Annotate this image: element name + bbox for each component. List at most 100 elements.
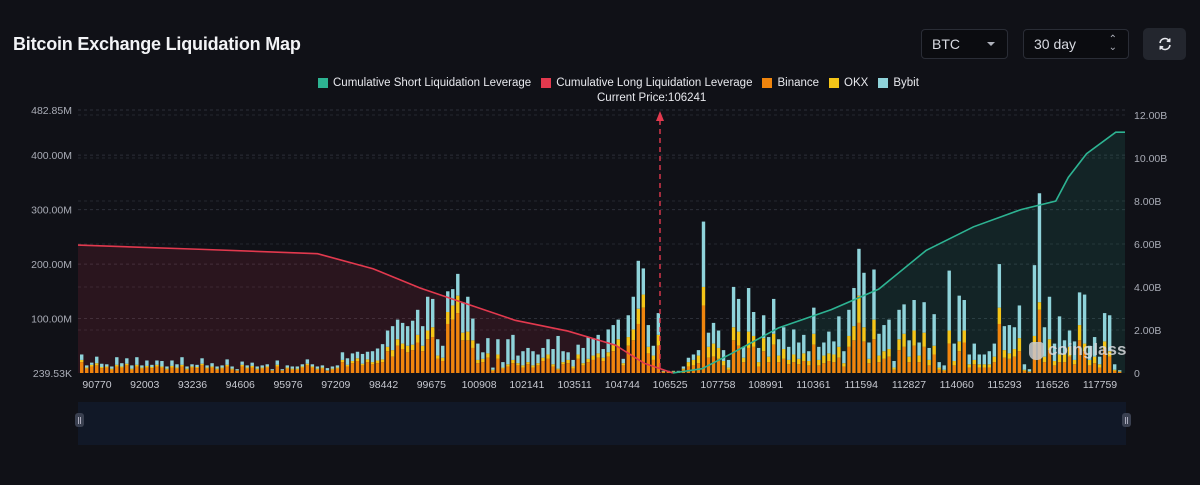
- bar-bybit: [130, 365, 134, 369]
- bar-okx: [360, 363, 365, 366]
- bar-okx: [310, 366, 315, 368]
- bar-okx: [481, 358, 485, 363]
- bar-okx: [706, 346, 711, 358]
- bar-binance: [461, 340, 465, 373]
- bar-okx: [972, 359, 976, 365]
- bar-binance: [847, 346, 851, 373]
- legend-item-binance[interactable]: Binance: [762, 77, 819, 89]
- bar-okx: [636, 308, 641, 324]
- bar-okx: [195, 367, 199, 369]
- bar-bybit: [340, 352, 345, 360]
- bar-binance: [80, 362, 84, 373]
- x-tick-label: 97209: [321, 379, 350, 391]
- bar-okx: [761, 338, 766, 352]
- bar-okx: [942, 369, 946, 371]
- bar-binance: [315, 369, 320, 373]
- slider-handle-right[interactable]: [1122, 413, 1131, 427]
- bar-okx: [1022, 369, 1027, 371]
- bar-binance: [260, 368, 264, 373]
- bar-bybit: [195, 364, 199, 368]
- bar-bybit: [987, 351, 992, 365]
- bar-bybit: [85, 365, 89, 368]
- bar-okx: [370, 362, 375, 365]
- bar-binance: [491, 370, 495, 373]
- bar-okx: [80, 359, 84, 363]
- bar-binance: [225, 366, 229, 373]
- bar-okx: [992, 356, 997, 363]
- bar-okx: [130, 368, 134, 370]
- bar-bybit: [842, 351, 846, 364]
- bar-binance: [471, 347, 475, 373]
- chevron-down-icon: [987, 42, 995, 46]
- bar-bybit: [125, 358, 129, 364]
- bar-bybit: [155, 360, 159, 365]
- bar-binance: [501, 368, 505, 373]
- bar-bybit: [250, 362, 254, 366]
- bar-bybit: [255, 366, 259, 369]
- bar-bybit: [927, 347, 931, 360]
- bar-bybit: [947, 270, 951, 331]
- bar-bybit: [1082, 294, 1087, 344]
- legend-item-long[interactable]: Cumulative Long Liquidation Leverage: [541, 77, 752, 89]
- bar-okx: [817, 359, 821, 366]
- legend-item-okx[interactable]: OKX: [829, 77, 868, 89]
- bar-binance: [255, 369, 259, 373]
- bar-binance: [415, 342, 420, 373]
- bar-bybit: [736, 298, 741, 332]
- bar-okx: [436, 355, 440, 359]
- x-tick-label: 99675: [417, 379, 446, 391]
- coin-select[interactable]: BTC: [921, 29, 1008, 59]
- bar-binance: [601, 361, 605, 373]
- bar-binance: [892, 369, 896, 373]
- bar-okx: [466, 331, 470, 341]
- bar-bybit: [571, 359, 575, 367]
- bar-okx: [842, 363, 846, 367]
- bar-okx: [601, 357, 605, 362]
- bar-bybit: [145, 360, 149, 366]
- refresh-button[interactable]: [1143, 28, 1186, 60]
- bar-binance: [436, 358, 440, 373]
- legend-swatch-bybit: [878, 78, 889, 88]
- range-slider[interactable]: [78, 402, 1126, 445]
- bar-binance: [711, 356, 716, 373]
- bar-binance: [706, 357, 711, 373]
- bar-okx: [952, 361, 956, 366]
- bar-okx: [982, 364, 987, 368]
- bar-binance: [185, 369, 189, 373]
- page-title: Bitcoin Exchange Liquidation Map: [13, 34, 301, 54]
- bar-binance: [310, 367, 315, 373]
- bar-okx: [461, 332, 465, 341]
- bar-binance: [566, 363, 570, 373]
- bar-bybit: [370, 351, 375, 363]
- bar-okx: [160, 366, 164, 368]
- bar-okx: [957, 341, 961, 352]
- range-select[interactable]: 30 day ⌃ ⌄: [1023, 29, 1129, 59]
- bar-binance: [626, 345, 630, 373]
- bar-bybit: [360, 353, 365, 364]
- bar-okx: [501, 367, 505, 369]
- bar-binance: [476, 363, 480, 373]
- bar-okx: [827, 353, 831, 362]
- legend-item-short[interactable]: Cumulative Short Liquidation Leverage: [318, 77, 531, 89]
- bar-bybit: [270, 369, 274, 371]
- bar-binance: [220, 368, 224, 373]
- bar-binance: [115, 366, 119, 373]
- bar-bybit: [1032, 265, 1037, 336]
- bar-okx: [275, 364, 279, 367]
- bar-binance: [245, 368, 249, 373]
- slider-handle-left[interactable]: [75, 413, 84, 427]
- x-tick-label: 104744: [605, 379, 640, 391]
- y-right-tick-label: 8.00B: [1134, 196, 1161, 208]
- bar-bybit: [997, 264, 1002, 308]
- legend-label: Binance: [777, 77, 820, 89]
- bar-okx: [897, 339, 901, 351]
- bar-okx: [220, 367, 224, 369]
- bar-binance: [451, 319, 455, 373]
- bar-bybit: [395, 319, 400, 340]
- bar-binance: [325, 370, 330, 373]
- bar-okx: [1027, 371, 1032, 372]
- bar-binance: [1117, 371, 1122, 373]
- bar-binance: [486, 357, 490, 373]
- bar-binance: [481, 362, 485, 373]
- legend-item-bybit[interactable]: Bybit: [878, 77, 919, 89]
